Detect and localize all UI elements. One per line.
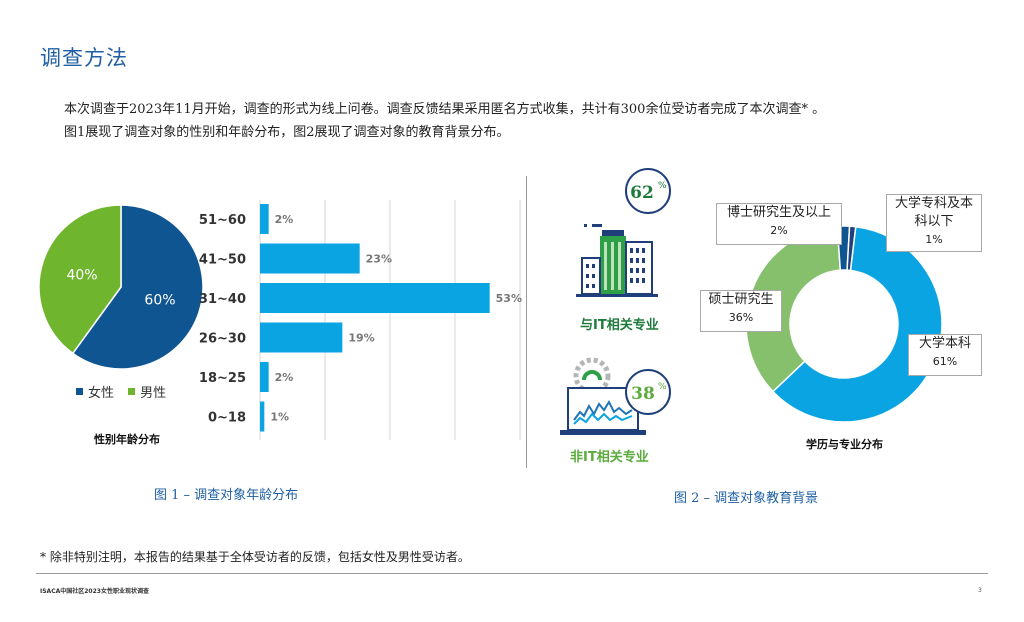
legend-item-male: 男性 [128, 386, 166, 401]
age-bar-chart: 51~60 2% 41~50 23% 31~40 53% 26~30 19% 18~25 2% 0~… [199, 200, 522, 440]
non-it-infographic: 38 % [560, 357, 671, 435]
vertical-divider [526, 176, 527, 468]
age-bar [260, 322, 343, 353]
age-bar-value-label: 53% [496, 292, 522, 305]
pie-label-female: 60% [144, 293, 175, 309]
age-category-label: 26~30 [199, 332, 246, 347]
donut-slice-associate [846, 225, 857, 272]
age-bar [260, 204, 269, 234]
callout-master: 硕士研究生 36% [700, 290, 782, 332]
age-bar [260, 243, 360, 274]
callout-associate-label: 大学专科及本科以下 [894, 196, 973, 229]
it-percent-sign: % [658, 181, 667, 191]
gender-legend: 女性 男性 [76, 382, 166, 401]
figure-2-caption: 图 2 – 调查对象教育背景 [674, 491, 819, 506]
it-percent-circle [625, 168, 671, 214]
intro-paragraph-line-1: 本次调查于2023年11月开始，调查的形式为线上问卷。调查反馈结果采用匿名方式收… [64, 102, 826, 117]
age-category-label: 41~50 [199, 253, 246, 268]
callout-bachelor: 大学本科 61% [908, 334, 982, 376]
legend-swatch-male [128, 388, 136, 395]
callout-master-value: 36% [728, 311, 754, 324]
footer-divider [36, 573, 988, 574]
age-bar [260, 362, 269, 392]
page-number: 3 [978, 587, 982, 594]
callout-bachelor-value: 61% [932, 355, 958, 368]
non-it-label: 非IT相关专业 [570, 450, 649, 465]
legend-label-male: 男性 [140, 386, 167, 401]
age-category-label: 0~18 [208, 411, 246, 426]
age-bar-value-label: 2% [275, 213, 294, 226]
gender-pie-chart: 60% 40% [38, 204, 204, 370]
pie-slice-male [38, 204, 122, 355]
callout-master-label: 硕士研究生 [708, 292, 774, 307]
gender-age-chart-title: 性别年龄分布 [94, 433, 160, 446]
pie-label-male: 40% [66, 267, 97, 283]
age-bar [260, 283, 490, 313]
non-it-percent-value: 38 [631, 384, 655, 404]
age-category-label: 31~40 [199, 292, 246, 307]
footnote: * 除非特别注明，本报告的结果基于全体受访者的反馈，包括女性及男性受访者。 [40, 550, 470, 564]
legend-item-female: 女性 [76, 386, 114, 401]
education-chart-title: 学历与专业分布 [806, 438, 883, 451]
callout-associate: 大学专科及本科以下 1% [886, 194, 982, 252]
education-donut-chart [745, 225, 943, 423]
it-related-label: 与IT相关专业 [580, 318, 659, 333]
it-related-infographic: 62 % [576, 168, 671, 297]
callout-bachelor-label: 大学本科 [918, 336, 971, 351]
callout-associate-value: 1% [925, 233, 943, 246]
non-it-percent-sign: % [658, 382, 667, 392]
donut-slice-bachelor [771, 225, 943, 423]
footer-report-title: ISACA中国社区2023女性职业现状调查 [40, 588, 149, 595]
callout-doctorate-label: 博士研究生及以上 [726, 205, 831, 220]
legend-label-female: 女性 [88, 386, 115, 401]
it-percent-value: 62 [630, 183, 654, 203]
pie-slice-female [71, 204, 204, 370]
age-bar-value-label: 23% [366, 253, 392, 266]
age-bar-value-label: 2% [275, 371, 294, 384]
intro-paragraph-line-2: 图1展现了调查对象的性别和年龄分布，图2展现了调查对象的教育背景分布。 [64, 125, 510, 140]
page-title: 调查方法 [40, 46, 128, 70]
age-category-label: 18~25 [199, 371, 246, 386]
legend-swatch-female [76, 388, 83, 395]
age-bar-value-label: 19% [348, 332, 374, 345]
non-it-percent-circle [625, 369, 671, 415]
callout-doctorate: 博士研究生及以上 2% [716, 203, 842, 245]
age-bar-value-label: 1% [270, 411, 289, 424]
figure-1-caption: 图 1 – 调查对象年龄分布 [154, 488, 299, 503]
office-buildings-icon [576, 224, 658, 297]
age-bar [260, 401, 265, 432]
age-category-label: 51~60 [199, 213, 246, 228]
callout-doctorate-value: 2% [770, 224, 788, 237]
